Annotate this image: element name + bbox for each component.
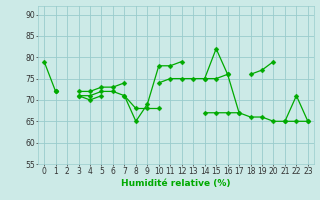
X-axis label: Humidité relative (%): Humidité relative (%) <box>121 179 231 188</box>
